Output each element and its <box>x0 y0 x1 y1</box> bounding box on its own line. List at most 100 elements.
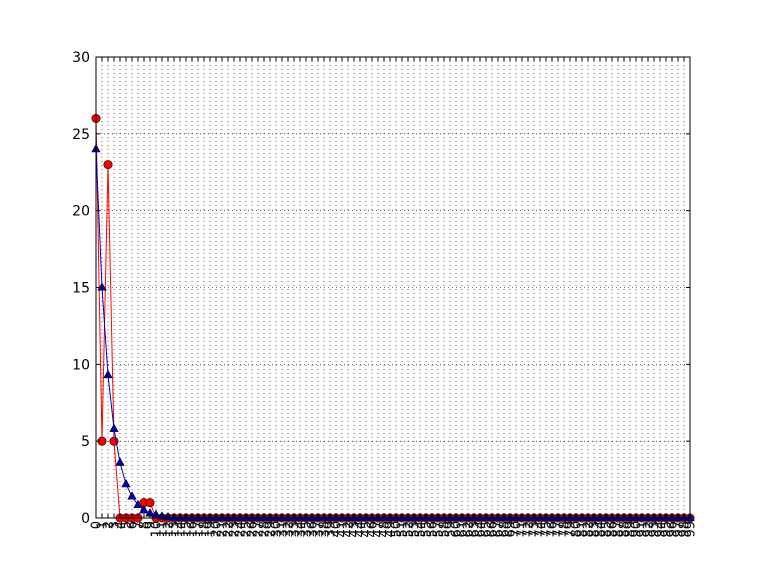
x-tick-label: 77 <box>552 521 567 538</box>
x-tick-label: 92 <box>642 521 657 538</box>
x-tick-label: 6 <box>126 521 141 529</box>
x-tick-label: 88 <box>618 521 633 538</box>
x-tick-label: 42 <box>342 521 357 538</box>
x-tick-label: 47 <box>372 521 387 538</box>
x-tick-label: 8 <box>138 521 153 529</box>
y-tick-label: 0 <box>81 511 90 527</box>
x-tick-label: 72 <box>522 521 537 538</box>
x-tick-label: 4 <box>114 521 129 529</box>
data-point <box>97 282 107 291</box>
x-tick-label: 15 <box>180 521 195 538</box>
x-tick-label: 59 <box>444 521 459 538</box>
x-tick-label: 46 <box>366 521 381 538</box>
x-tick-label: 54 <box>414 521 429 538</box>
x-tick-label: 26 <box>246 521 261 538</box>
x-tick-label: 86 <box>606 521 621 538</box>
x-tick-label: 38 <box>318 521 333 538</box>
x-tick-label: 20 <box>210 521 225 538</box>
x-tick-label: 66 <box>486 521 501 538</box>
x-tick-label: 71 <box>516 521 531 538</box>
x-tick-label: 31 <box>276 521 291 538</box>
x-tick-label: 41 <box>336 521 351 538</box>
x-tick-label: 3 <box>108 521 123 529</box>
x-tick-label: 17 <box>192 521 207 538</box>
data-point <box>103 369 113 379</box>
x-tick-label: 7 <box>132 521 147 529</box>
x-tick-label: 62 <box>462 521 477 538</box>
x-tick-label: 52 <box>402 521 417 538</box>
x-tick-label: 57 <box>432 521 447 538</box>
x-tick-label: 49 <box>384 521 399 538</box>
x-tick-label: 29 <box>264 521 279 538</box>
x-tick-label: 98 <box>678 521 693 538</box>
x-tick-label: 67 <box>492 521 507 538</box>
x-tick-label: 69 <box>504 521 519 538</box>
x-tick-label: 2 <box>102 521 117 529</box>
x-tick-label: 83 <box>588 521 603 538</box>
x-tick-label: 58 <box>438 521 453 538</box>
x-tick-label: 81 <box>576 521 591 538</box>
x-tick-label: 39 <box>324 521 339 538</box>
x-tick-label: 53 <box>408 521 423 538</box>
x-tick-label: 5 <box>120 521 135 529</box>
x-tick-label: 50 <box>390 521 405 538</box>
x-tick-label: 60 <box>450 521 465 538</box>
data-point <box>127 491 137 500</box>
data-point <box>133 499 143 508</box>
x-tick-label: 22 <box>222 521 237 538</box>
data-point <box>103 160 113 170</box>
x-tick-label: 33 <box>288 521 303 538</box>
data-point <box>145 498 155 508</box>
axes: 0510152025300123456789101112131415161718… <box>72 50 698 538</box>
x-tick-label: 35 <box>300 521 315 538</box>
x-tick-label: 14 <box>174 521 189 538</box>
x-tick-label: 85 <box>600 521 615 538</box>
y-tick-label: 10 <box>72 357 90 373</box>
x-tick-label: 95 <box>660 521 675 538</box>
x-tick-label: 0 <box>90 521 105 529</box>
y-tick-label: 5 <box>81 434 90 450</box>
x-tick-label: 99 <box>684 521 699 538</box>
x-tick-label: 96 <box>666 521 681 538</box>
x-tick-label: 48 <box>378 521 393 538</box>
x-tick-label: 65 <box>480 521 495 538</box>
x-tick-label: 89 <box>624 521 639 538</box>
x-tick-label: 75 <box>540 521 555 538</box>
data-point <box>115 457 125 466</box>
x-tick-label: 93 <box>648 521 663 538</box>
x-tick-label: 80 <box>570 521 585 538</box>
x-tick-label: 34 <box>294 521 309 538</box>
y-tick-label: 20 <box>72 204 90 220</box>
x-tick-label: 45 <box>360 521 375 538</box>
x-tick-label: 51 <box>396 521 411 538</box>
data-point <box>109 423 119 432</box>
x-tick-label: 18 <box>198 521 213 538</box>
x-tick-label: 13 <box>168 521 183 538</box>
x-tick-label: 40 <box>330 521 345 538</box>
x-tick-label: 37 <box>312 521 327 538</box>
x-tick-label: 9 <box>144 521 159 529</box>
x-tick-label: 55 <box>420 521 435 538</box>
x-tick-label: 76 <box>546 521 561 538</box>
y-tick-label: 15 <box>72 281 90 297</box>
x-tick-label: 56 <box>426 521 441 538</box>
data-point <box>121 478 131 488</box>
x-tick-label: 25 <box>240 521 255 538</box>
x-tick-label: 30 <box>270 521 285 538</box>
x-tick-label: 61 <box>456 521 471 538</box>
x-tick-label: 91 <box>636 521 651 538</box>
x-tick-label: 74 <box>534 521 549 538</box>
x-tick-label: 64 <box>474 521 489 538</box>
x-tick-label: 82 <box>582 521 597 538</box>
x-tick-label: 27 <box>252 521 267 538</box>
data-point <box>139 505 149 514</box>
x-tick-label: 79 <box>564 521 579 538</box>
x-tick-label: 1 <box>96 521 111 529</box>
y-tick-label: 25 <box>72 127 90 143</box>
x-tick-label: 36 <box>306 521 321 538</box>
x-tick-label: 70 <box>510 521 525 538</box>
x-tick-label: 10 <box>150 521 165 538</box>
x-tick-label: 84 <box>594 521 609 538</box>
x-tick-label: 24 <box>234 521 249 538</box>
